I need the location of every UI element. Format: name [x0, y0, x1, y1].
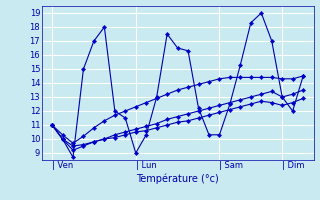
X-axis label: Température (°c): Température (°c): [136, 173, 219, 184]
